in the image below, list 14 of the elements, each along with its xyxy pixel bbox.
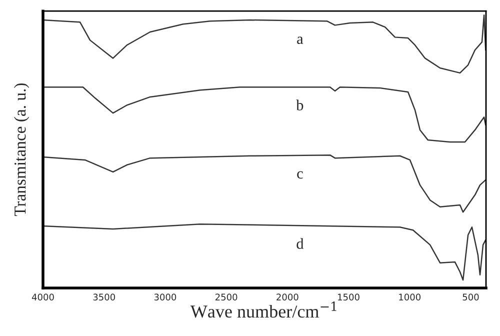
x-tick-label: 2500 (215, 294, 238, 300)
x-tick-label: 3000 (154, 294, 176, 300)
series-label: a (297, 36, 304, 44)
x-axis-title: Wave number/cm$^{−1}$ (190, 302, 336, 318)
x-tick-label: 4000 (32, 294, 54, 300)
series-label: b (296, 100, 304, 110)
series-label: d (296, 238, 304, 249)
x-tick-label: 3500 (93, 294, 115, 300)
series-label: c (297, 171, 303, 179)
x-tick-label: 2000 (276, 294, 298, 300)
x-tick-label: 1500 (338, 294, 360, 300)
x-tick-label: 1000 (399, 294, 421, 300)
x-tick-label: 500 (462, 294, 479, 300)
y-axis-title: Transmitance (a. u.) (14, 83, 30, 216)
